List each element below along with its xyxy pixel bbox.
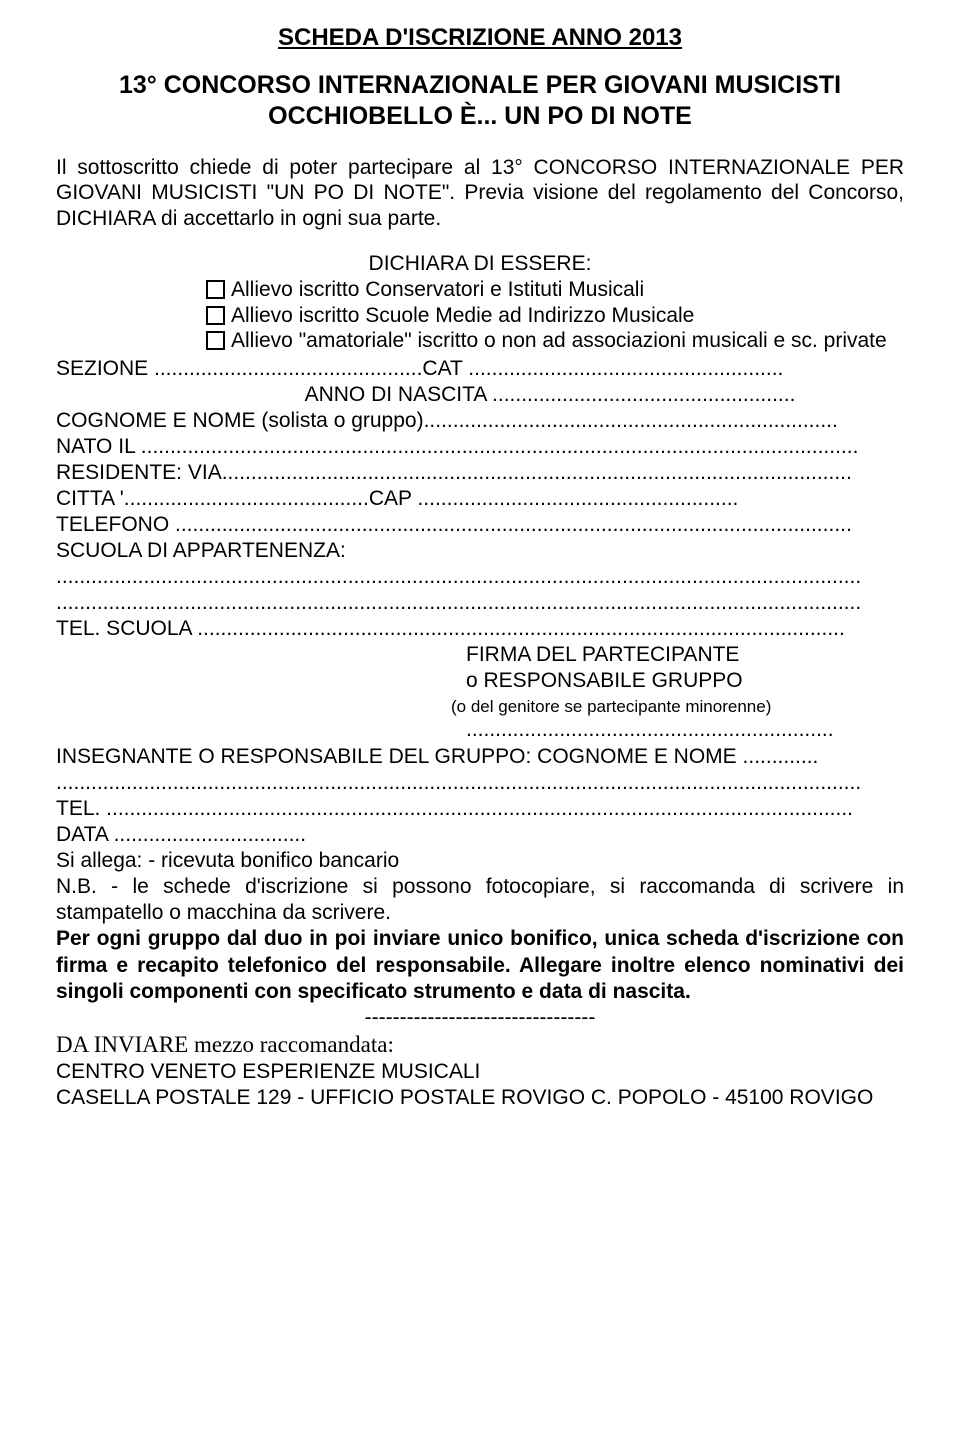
declare-heading: DICHIARA DI ESSERE:	[56, 251, 904, 277]
dotted-line: ........................................…	[56, 564, 904, 590]
checkbox-icon[interactable]	[206, 280, 225, 299]
page: SCHEDA D'ISCRIZIONE ANNO 2013 13° CONCOR…	[0, 0, 960, 1151]
send-instruction: DA INVIARE mezzo raccomandata:	[56, 1031, 904, 1060]
intro-paragraph: Il sottoscritto chiede di poter partecip…	[56, 155, 904, 232]
title-sub: 13° CONCORSO INTERNAZIONALE PER GIOVANI …	[56, 70, 904, 133]
sezione-line: SEZIONE ................................…	[56, 356, 904, 382]
anno-nascita-line: ANNO DI NASCITA ........................…	[56, 382, 904, 408]
address-line-1: CENTRO VENETO ESPERIENZE MUSICALI	[56, 1059, 904, 1085]
scuola-appartenenza-label: SCUOLA DI APPARTENENZA:	[56, 538, 904, 564]
checkbox-icon[interactable]	[206, 306, 225, 325]
option-row-3: Allievo "amatoriale" iscritto o non ad a…	[56, 328, 904, 354]
option-row-2: Allievo iscritto Scuole Medie ad Indiriz…	[56, 303, 904, 329]
option-3-label: Allievo "amatoriale" iscritto o non ad a…	[231, 328, 887, 354]
option-2-label: Allievo iscritto Scuole Medie ad Indiriz…	[231, 303, 694, 329]
nato-line: NATO IL ................................…	[56, 434, 904, 460]
nb-paragraph: N.B. - le schede d'iscrizione si possono…	[56, 874, 904, 926]
data-line: DATA .................................	[56, 822, 904, 848]
option-row-1: Allievo iscritto Conservatori e Istituti…	[56, 277, 904, 303]
dotted-line: ........................................…	[56, 770, 904, 796]
dotted-line: ........................................…	[56, 590, 904, 616]
title-main: SCHEDA D'ISCRIZIONE ANNO 2013	[56, 24, 904, 52]
citta-line: CITTA '.................................…	[56, 486, 904, 512]
option-1-label: Allievo iscritto Conservatori e Istituti…	[231, 277, 644, 303]
allega-line: Si allega: - ricevuta bonifico bancario	[56, 848, 904, 874]
checkbox-icon[interactable]	[206, 331, 225, 350]
signature-line-2: o RESPONSABILE GRUPPO	[56, 668, 904, 694]
address-line-2: CASELLA POSTALE 129 - UFFICIO POSTALE RO…	[56, 1085, 904, 1111]
dash-separator: ---------------------------------	[56, 1005, 904, 1031]
residente-line: RESIDENTE: VIA..........................…	[56, 460, 904, 486]
signature-line-1: FIRMA DEL PARTECIPANTE	[56, 642, 904, 668]
cognome-line: COGNOME E NOME (solista o gruppo).......…	[56, 408, 904, 434]
signature-note: (o del genitore se partecipante minorenn…	[56, 696, 904, 718]
signature-dots: ........................................…	[56, 718, 904, 742]
tel-scuola-line: TEL. SCUOLA ............................…	[56, 616, 904, 642]
tel-line: TEL. ...................................…	[56, 796, 904, 822]
bold-instructions: Per ogni gruppo dal duo in poi inviare u…	[56, 926, 904, 1004]
telefono-line: TELEFONO ...............................…	[56, 512, 904, 538]
insegnante-line: INSEGNANTE O RESPONSABILE DEL GRUPPO: CO…	[56, 744, 904, 770]
